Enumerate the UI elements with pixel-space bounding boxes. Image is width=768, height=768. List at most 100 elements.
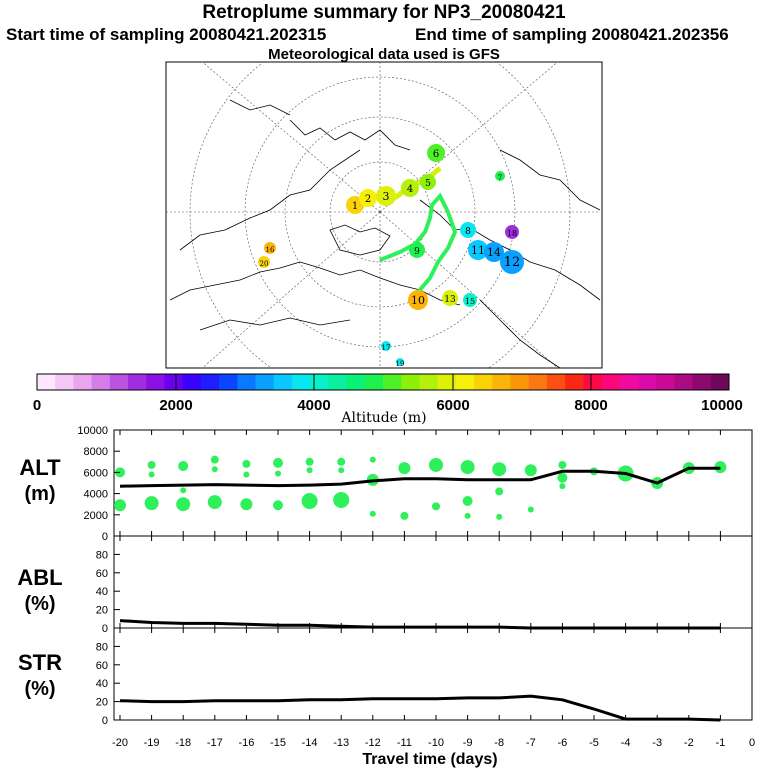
str-panel-frame xyxy=(113,627,753,721)
alt-cluster-dot xyxy=(210,455,219,464)
x-tick-label: -15 xyxy=(270,737,286,749)
alt-cluster-dot xyxy=(211,466,218,473)
x-tick-label: -8 xyxy=(494,737,504,749)
alt-cluster-dot xyxy=(524,464,537,477)
plume-day-label: 19 xyxy=(396,360,405,368)
alt-cluster-dot xyxy=(180,487,187,494)
plume-marker xyxy=(500,250,524,274)
alt-cluster-dot xyxy=(400,511,409,520)
plume-day-label: 3 xyxy=(383,190,390,203)
plume-day-label: 12 xyxy=(504,255,521,270)
alt-cluster-dot xyxy=(496,513,503,520)
alt-cluster-dot xyxy=(240,498,253,511)
y-tick-label: 2000 xyxy=(84,510,108,522)
x-tick-label: -9 xyxy=(463,737,473,749)
alt-cluster-dot xyxy=(147,460,156,469)
alt-cluster-dot xyxy=(337,457,346,466)
colorbar-cell xyxy=(364,374,384,390)
colorbar-cell xyxy=(401,374,420,390)
colorbar-cell xyxy=(128,374,147,390)
plume-day-label: 4 xyxy=(407,184,413,195)
alt-cluster-dot xyxy=(429,457,443,472)
colorbar-cell xyxy=(55,374,74,390)
alt-cluster-dot xyxy=(527,506,534,513)
alt-cluster-dot xyxy=(273,500,283,511)
x-tick-labels: -20 -19 -18 -17 -16 -15 -14 -13 -12 -11 -10 -9 -8 -7-… xyxy=(112,737,755,749)
plume-marker xyxy=(409,242,425,258)
x-tick-label: -13 xyxy=(333,737,349,749)
met-data-label: Meteorological data used is GFS xyxy=(268,46,500,63)
plume-day-label: 2 xyxy=(365,194,371,205)
x-tick-label: -10 xyxy=(428,737,444,749)
plume-day-label: 7 xyxy=(498,174,502,182)
abl-panel-frame xyxy=(113,535,753,629)
y-tick-label: 4000 xyxy=(84,489,108,501)
alt-cluster-dot xyxy=(558,460,567,469)
colorbar-cell xyxy=(310,374,329,390)
plume-day-label: 11 xyxy=(471,244,485,257)
alt-cluster-dot xyxy=(559,483,566,490)
chart-title: Retroplume summary for NP3_20080421 xyxy=(202,2,566,23)
y-tick-label: 60 xyxy=(96,660,108,672)
alt-cluster-dot xyxy=(338,467,345,474)
colorbar-label: Altitude (m) xyxy=(340,410,426,426)
altitude-colorbar: 0 2000 4000 6000 8000 10000 Altitude (m) xyxy=(33,373,743,426)
x-tick-label: -5 xyxy=(589,737,599,749)
plume-marker xyxy=(468,240,488,260)
plume-marker xyxy=(359,189,377,207)
alt-cluster-dot xyxy=(464,512,471,519)
map-graticule xyxy=(166,62,600,368)
plume-marker xyxy=(381,341,391,351)
alt-cluster-dot xyxy=(301,493,318,510)
alt-cluster-dot xyxy=(398,462,411,475)
colorbar-cell xyxy=(528,374,548,390)
plume-day-label: 17 xyxy=(382,344,391,352)
colorbar-tick: 4000 xyxy=(297,397,330,414)
x-tick-label: -11 xyxy=(397,737,412,749)
plume-marker xyxy=(505,225,519,239)
alt-cluster-dot xyxy=(495,487,504,496)
time-series-panels: ALT (m) ABL (%) STR (%) Travel time (day… xyxy=(17,425,755,768)
y-tick-label: 80 xyxy=(96,641,108,653)
colorbar-cell xyxy=(182,374,202,390)
y-tick-label: 10000 xyxy=(77,425,108,437)
alt-cluster-dot xyxy=(306,467,313,474)
colorbar-tick: 8000 xyxy=(574,397,607,414)
y-tick-label: 20 xyxy=(96,605,108,617)
colorbar-cell xyxy=(255,374,275,390)
colorbar-cell xyxy=(492,374,511,390)
alt-cluster-dot xyxy=(460,460,475,475)
x-tick-label: -20 xyxy=(112,737,128,749)
colorbar-cell xyxy=(474,374,493,390)
alt-plot: 0 2000 4000 6000 8000 10000 xyxy=(77,425,753,543)
alt-cluster-dot xyxy=(242,459,251,468)
alt-yunit: (m) xyxy=(24,483,55,505)
colorbar-cell xyxy=(565,374,584,390)
plume-marker xyxy=(264,242,276,254)
alt-cluster-dot xyxy=(144,496,159,511)
colorbar-cell xyxy=(583,374,603,390)
colorbar-cell xyxy=(419,374,439,390)
colorbar-cell xyxy=(91,374,111,390)
colorbar-cell xyxy=(619,374,639,390)
alt-cluster-dot xyxy=(369,510,376,517)
y-tick-label: 40 xyxy=(96,586,108,598)
plume-marker xyxy=(401,179,419,197)
abl-yunit: (%) xyxy=(24,593,55,615)
plume-marker xyxy=(396,358,404,366)
plume-day-label: 5 xyxy=(425,179,431,189)
plume-day-label: 8 xyxy=(465,227,471,237)
colorbar-tick: 0 xyxy=(33,397,41,414)
colorbar-cell xyxy=(637,374,657,390)
alt-cluster-dot xyxy=(557,472,568,483)
abl-ylabel: ABL xyxy=(17,565,62,590)
plume-day-label: 6 xyxy=(433,149,439,160)
colorbar-cell xyxy=(200,374,220,390)
plume-day-label: 16 xyxy=(266,246,275,254)
colorbar-cell xyxy=(273,374,293,390)
alt-cluster-dot xyxy=(207,495,222,510)
colorbar-cell xyxy=(692,374,712,390)
x-tick-label: -14 xyxy=(302,737,318,749)
